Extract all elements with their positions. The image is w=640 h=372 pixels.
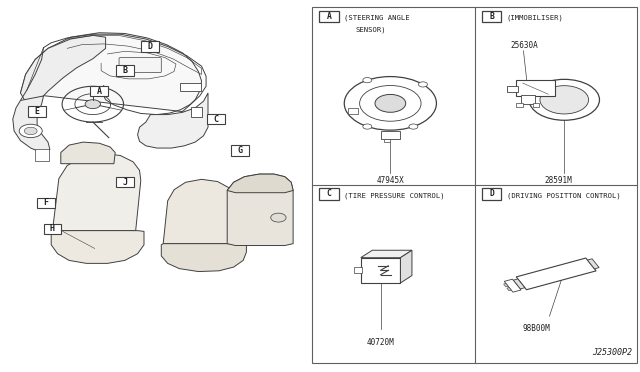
Text: A: A	[326, 12, 332, 21]
FancyBboxPatch shape	[37, 198, 55, 208]
Text: J: J	[122, 178, 127, 187]
Circle shape	[409, 124, 418, 129]
Text: (IMMOBILISER): (IMMOBILISER)	[507, 15, 564, 21]
Circle shape	[419, 82, 428, 87]
FancyBboxPatch shape	[191, 107, 202, 117]
Text: 25630A: 25630A	[511, 41, 538, 50]
Circle shape	[363, 124, 372, 129]
Polygon shape	[20, 33, 202, 112]
FancyBboxPatch shape	[522, 95, 536, 103]
Polygon shape	[516, 258, 596, 290]
Text: G: G	[237, 146, 243, 155]
Circle shape	[24, 127, 37, 135]
FancyBboxPatch shape	[361, 258, 401, 283]
Text: 98B00M: 98B00M	[523, 324, 550, 333]
Polygon shape	[227, 174, 293, 246]
Circle shape	[360, 86, 421, 121]
Text: (TIRE PRESSURE CONTROL): (TIRE PRESSURE CONTROL)	[344, 193, 445, 199]
Text: E: E	[35, 107, 40, 116]
FancyBboxPatch shape	[28, 106, 46, 117]
FancyBboxPatch shape	[384, 139, 390, 142]
FancyBboxPatch shape	[319, 189, 339, 199]
FancyBboxPatch shape	[533, 103, 540, 107]
Text: A: A	[97, 87, 102, 96]
Text: C: C	[326, 189, 332, 199]
Circle shape	[344, 77, 436, 130]
Polygon shape	[504, 279, 521, 292]
FancyBboxPatch shape	[116, 65, 134, 76]
Bar	[312, 7, 637, 363]
Circle shape	[540, 86, 589, 114]
FancyBboxPatch shape	[508, 86, 518, 92]
Text: J25300P2: J25300P2	[593, 348, 632, 357]
Polygon shape	[513, 279, 525, 289]
Polygon shape	[20, 35, 106, 108]
Polygon shape	[161, 244, 246, 272]
Circle shape	[375, 94, 406, 112]
Text: D: D	[148, 42, 153, 51]
FancyBboxPatch shape	[516, 103, 523, 107]
Text: (DRIVING POSITTON CONTROL): (DRIVING POSITTON CONTROL)	[507, 193, 621, 199]
Circle shape	[19, 124, 42, 138]
Text: 28591M: 28591M	[544, 176, 572, 185]
Text: (STEERING ANGLE: (STEERING ANGLE	[344, 15, 410, 21]
Polygon shape	[401, 250, 412, 283]
Text: C: C	[214, 115, 219, 124]
Polygon shape	[52, 153, 141, 231]
FancyBboxPatch shape	[231, 145, 249, 156]
Polygon shape	[13, 96, 50, 153]
FancyBboxPatch shape	[180, 83, 201, 91]
Text: H: H	[50, 224, 55, 233]
Polygon shape	[361, 250, 412, 258]
Circle shape	[85, 100, 100, 109]
FancyBboxPatch shape	[516, 80, 555, 96]
FancyBboxPatch shape	[119, 58, 161, 73]
Text: F: F	[44, 198, 49, 207]
Text: B: B	[489, 12, 494, 21]
FancyBboxPatch shape	[207, 114, 225, 124]
FancyBboxPatch shape	[90, 86, 108, 96]
Polygon shape	[51, 231, 144, 263]
Text: 40720M: 40720M	[367, 338, 394, 347]
Text: SENSOR): SENSOR)	[356, 26, 387, 32]
FancyBboxPatch shape	[116, 177, 134, 187]
Circle shape	[271, 213, 286, 222]
Polygon shape	[504, 283, 508, 287]
Circle shape	[363, 77, 372, 83]
FancyBboxPatch shape	[348, 108, 358, 114]
FancyBboxPatch shape	[44, 224, 61, 234]
Polygon shape	[588, 259, 599, 269]
FancyBboxPatch shape	[141, 41, 159, 52]
Circle shape	[529, 79, 600, 120]
Polygon shape	[507, 288, 511, 291]
Text: 47945X: 47945X	[376, 176, 404, 185]
FancyBboxPatch shape	[319, 11, 339, 22]
Polygon shape	[138, 93, 208, 148]
FancyBboxPatch shape	[482, 189, 501, 199]
Polygon shape	[61, 142, 115, 164]
Text: B: B	[122, 66, 127, 75]
FancyBboxPatch shape	[381, 131, 400, 140]
Polygon shape	[227, 174, 293, 193]
Text: D: D	[489, 189, 494, 199]
Polygon shape	[163, 179, 237, 244]
FancyBboxPatch shape	[35, 149, 49, 161]
FancyBboxPatch shape	[482, 11, 501, 22]
FancyBboxPatch shape	[355, 267, 362, 273]
